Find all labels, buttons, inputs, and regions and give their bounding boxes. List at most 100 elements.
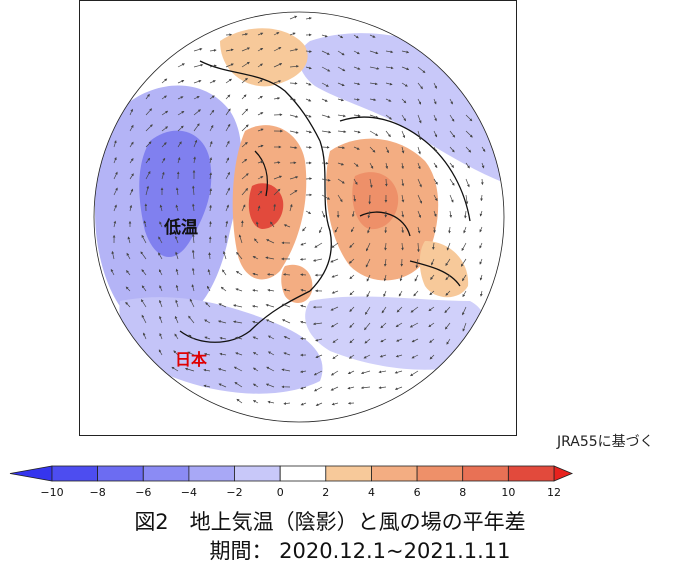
wind-vector [241, 187, 249, 196]
wind-vector [158, 269, 163, 276]
wind-vector [193, 79, 202, 84]
wind-vector [204, 319, 211, 324]
wind-vector [209, 204, 212, 212]
wind-vector [300, 288, 307, 292]
wind-vector [334, 226, 339, 233]
wind-vector [236, 398, 243, 404]
wind-vector [177, 111, 185, 116]
wind-vector [429, 338, 435, 343]
wind-vector [209, 188, 213, 196]
wind-vector [449, 98, 453, 105]
wind-vector [273, 96, 281, 100]
wind-vector [158, 349, 163, 356]
wind-vector [369, 98, 377, 102]
wind-vector [395, 354, 403, 358]
wind-vector [401, 178, 405, 187]
wind-vector [305, 130, 312, 134]
wind-vector [219, 352, 227, 356]
wind-vector [252, 336, 259, 340]
colorbar-segment [51, 465, 98, 482]
wind-vector [225, 204, 229, 212]
wind-vector [241, 173, 249, 180]
wind-vector [385, 114, 392, 120]
wind-vector [209, 157, 213, 164]
wind-vector [265, 256, 275, 260]
wind-vector [462, 290, 467, 298]
wind-vector [240, 220, 244, 228]
wind-vector [417, 162, 421, 170]
wind-vector [173, 350, 179, 356]
wind-vector [283, 288, 291, 292]
wind-vector [480, 178, 484, 186]
wind-vector [449, 162, 455, 168]
wind-vector [330, 258, 339, 263]
wind-vector [417, 114, 422, 124]
wind-vector [479, 210, 483, 217]
wind-vector [267, 351, 275, 356]
wind-vector [305, 66, 312, 70]
wind-vector [241, 141, 248, 148]
wind-vector [417, 242, 420, 253]
wind-vector [126, 252, 131, 260]
colorbar-segment [234, 465, 281, 482]
wind-vector [282, 273, 291, 276]
wind-vector [159, 315, 163, 324]
wind-vector [385, 162, 389, 170]
wind-vector [174, 333, 179, 340]
wind-vector [349, 338, 355, 344]
wind-vector [209, 140, 213, 148]
wind-vector [396, 306, 403, 313]
wind-vector [394, 370, 403, 374]
wind-vector [385, 66, 394, 70]
wind-vector [283, 402, 291, 405]
data-source-note: JRA55に基づく [557, 434, 654, 450]
wind-vector [203, 352, 211, 356]
wind-vector [193, 123, 200, 132]
wind-vector [353, 98, 360, 101]
wind-vector [129, 173, 134, 180]
wind-vector [257, 176, 264, 180]
wind-vector [218, 383, 227, 388]
colorbar-tick-label: −6 [135, 486, 151, 499]
wind-vector [175, 187, 179, 196]
wind-vector [465, 114, 473, 122]
wind-vector [337, 98, 344, 102]
wind-vector [273, 80, 282, 84]
wind-vector [300, 242, 307, 246]
colorbar-tick-label: 0 [277, 486, 284, 499]
wind-vector [192, 220, 195, 228]
wind-vector [369, 66, 380, 70]
wind-vector [283, 336, 291, 340]
wind-vector [145, 157, 151, 164]
wind-vector [433, 178, 438, 185]
wind-vector [175, 251, 179, 260]
wind-vector-field [110, 15, 486, 406]
wind-vector [300, 337, 307, 341]
wind-vector [273, 203, 277, 212]
wind-vector [129, 188, 134, 196]
wind-vector [175, 268, 179, 276]
wind-vector [305, 145, 312, 149]
wind-vector [241, 94, 247, 100]
wind-vector [465, 194, 469, 205]
wind-vector [479, 274, 483, 281]
wind-vector [415, 258, 419, 269]
wind-vector [312, 258, 323, 262]
wind-vector [445, 274, 451, 281]
colorbar-tick-label: 6 [414, 486, 421, 499]
wind-vector [305, 98, 312, 102]
wind-vector [161, 95, 167, 100]
wind-vector [252, 305, 259, 308]
wind-vector [384, 178, 388, 187]
wind-vector [252, 352, 259, 356]
wind-vector [193, 63, 204, 68]
map-boundary [93, 11, 505, 423]
cold-region-label: 低温 [163, 217, 198, 238]
wind-vector [289, 130, 299, 134]
wind-vector [449, 130, 456, 138]
wind-vector [145, 170, 151, 180]
wind-vector [222, 251, 227, 260]
wind-vector [337, 130, 347, 134]
wind-vector [113, 171, 118, 180]
wind-vector [254, 238, 259, 244]
